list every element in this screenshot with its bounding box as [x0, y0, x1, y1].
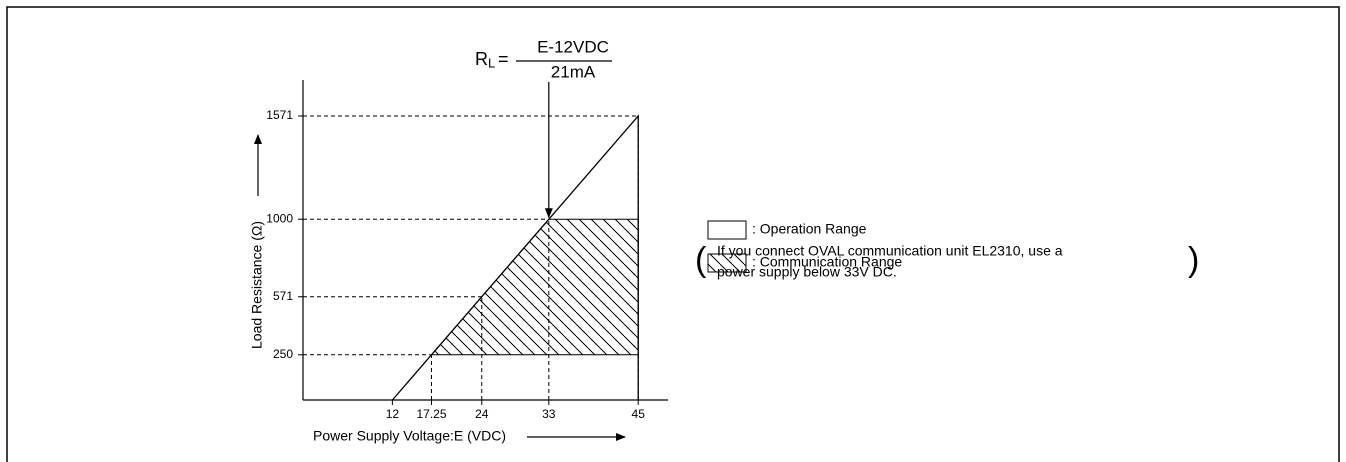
- paren: ): [1188, 241, 1199, 279]
- y-axis-label: Load Resistance (Ω): [249, 221, 265, 349]
- legend-swatch: [707, 220, 747, 240]
- x-tick-label: 33: [542, 407, 556, 421]
- x-tick-label: 17.25: [416, 407, 446, 421]
- operation-line: [391, 114, 639, 401]
- y-tick-label: 250: [273, 347, 293, 361]
- paren: (: [695, 241, 707, 279]
- formula-denominator: 21mA: [551, 62, 596, 81]
- formula-relation: =: [498, 49, 509, 69]
- y-tick-label: 571: [273, 289, 293, 303]
- legend-label: : Communication Range: [752, 254, 902, 270]
- note-line: power supply below 33V DC.: [717, 264, 897, 280]
- legend-swatch: [707, 253, 747, 273]
- formula-subscript: L: [488, 55, 495, 70]
- y-tick-label: 1571: [266, 108, 293, 122]
- x-tick-label: 12: [386, 407, 400, 421]
- y-tick-label: 1000: [266, 211, 293, 225]
- communication-region: [430, 218, 639, 356]
- formula-symbol: R: [475, 49, 488, 69]
- legend-label: : Operation Range: [752, 221, 867, 237]
- frame: [6, 6, 1340, 462]
- x-tick-label: 45: [632, 407, 646, 421]
- formula-numerator: E-12VDC: [537, 37, 609, 56]
- x-axis-label: Power Supply Voltage:E (VDC): [313, 428, 506, 444]
- x-tick-label: 24: [475, 407, 489, 421]
- note-line: If you connect OVAL communication unit E…: [717, 243, 1063, 259]
